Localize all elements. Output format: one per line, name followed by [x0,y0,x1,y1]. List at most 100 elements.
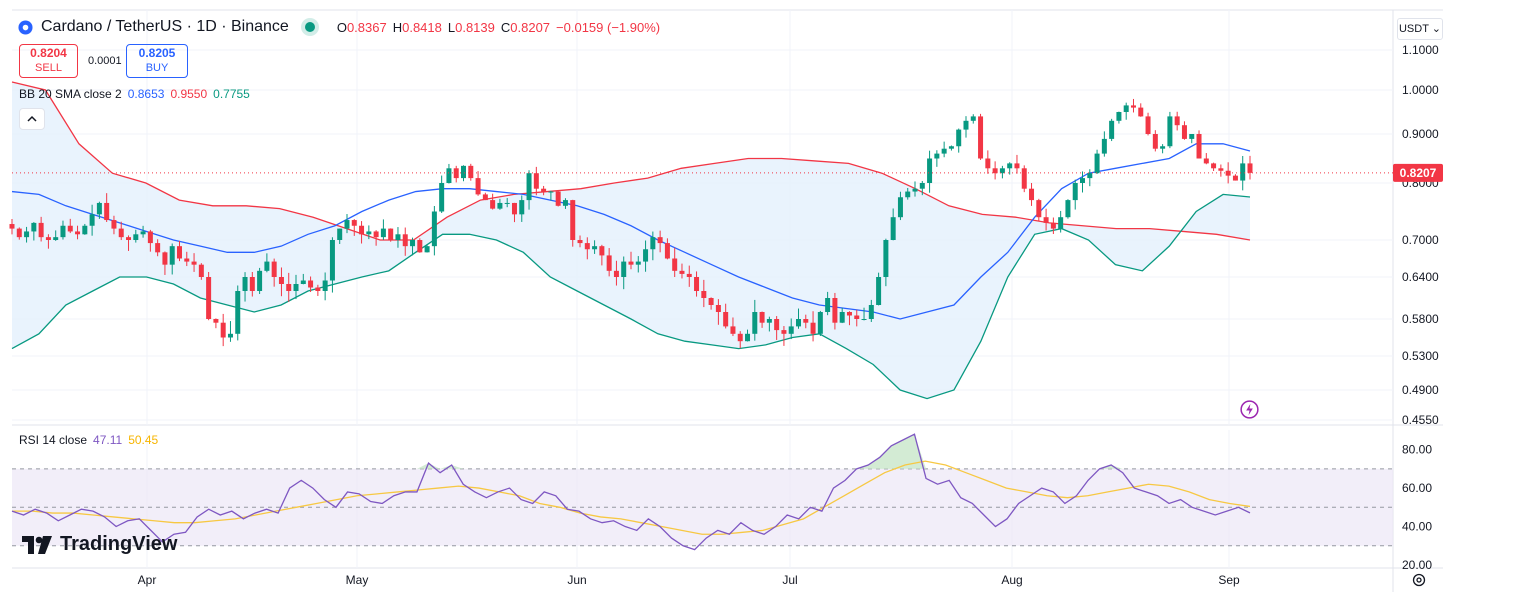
candle-body [1043,217,1049,223]
candle-body [227,333,233,338]
candle-body [759,312,765,323]
candle-body [548,191,554,193]
price-tick-label: 0.5800 [1402,312,1439,326]
buy-button[interactable]: 0.8205 BUY [126,44,188,78]
candle-body [832,298,838,323]
tradingview-logo[interactable]: TradingView [22,533,177,556]
candle-body [1072,183,1078,201]
candle-body [766,319,772,323]
bb-upper-value: 0.9550 [170,87,208,101]
candle-body [825,298,831,312]
candle-body [162,252,168,265]
price-tick-label: 1.0000 [1402,83,1439,97]
candle-body [126,237,132,240]
rsi-legend[interactable]: RSI 14 close 47.11 50.45 [19,433,158,447]
price-tick-label: 0.4550 [1402,413,1439,427]
bb-lower-value: 0.7755 [213,87,250,101]
candle-body [970,116,976,121]
candle-body [264,261,270,271]
candle-body [1160,146,1166,149]
candle-body [1109,120,1115,139]
candle-body [883,240,889,277]
candle-body [169,246,175,265]
candle-body [67,225,73,232]
candle-body [388,228,394,240]
candle-body [497,202,503,209]
candle-body [1152,134,1158,149]
high-value: 0.8418 [402,19,442,35]
rsi-overbought-fill [416,434,1123,469]
candle-body [155,243,161,253]
lightning-icon[interactable] [1240,400,1259,419]
candle-body [1130,105,1136,108]
candle-body [315,287,321,291]
market-status-icon[interactable] [304,22,315,32]
bb-basis-value: 0.8653 [127,87,165,101]
settings-gear-icon[interactable] [1411,572,1427,588]
candle-body [89,214,95,226]
candle-body [351,220,357,226]
candle-body [359,225,365,235]
candle-body [278,277,284,284]
candle-body [1189,134,1195,139]
candle-body [795,319,801,327]
candle-body [1065,200,1071,218]
bb-basis-line [11,143,1251,320]
candle-body [82,225,88,235]
chevron-down-icon: ⌄ [1431,23,1442,35]
sell-button[interactable]: 0.8204 SELL [19,44,78,78]
candle-body [948,146,954,149]
collapse-legend-button[interactable] [19,108,45,130]
candle-body [643,249,649,262]
candle-body [526,173,532,201]
candle-body [300,280,306,284]
candle-body [257,270,263,291]
candle-body [846,312,852,316]
candle-body [803,319,809,323]
candle-body [657,237,663,244]
candle-body [191,261,197,265]
candle-body [1087,173,1093,179]
rsi-tick-label: 20.00 [1402,558,1432,572]
price-tick-label: 1.1000 [1402,43,1439,57]
bb-legend[interactable]: BB 20 SMA close 2 0.8653 0.9550 0.7755 [19,87,250,101]
time-tick-label: May [346,573,369,587]
candle-body [613,270,619,277]
currency-selector[interactable]: USDT ⌄ [1397,18,1443,40]
candle-body [1021,168,1027,189]
candle-body [897,197,903,218]
symbol-title[interactable]: Cardano / TetherUS · 1D · Binance [41,18,289,35]
tradingview-logo-icon [22,535,52,554]
candle-body [781,330,787,334]
candle-body [650,237,656,250]
price-tick-label: 0.5300 [1402,349,1439,363]
bb-band-fill [12,82,1250,399]
bb-label: BB 20 SMA close 2 [19,87,122,101]
spread-value: 0.0001 [88,55,122,67]
candle-body [890,217,896,240]
candle-body [490,200,496,209]
candle-body [1058,217,1064,229]
candle-body [519,200,525,215]
candle-body [322,280,328,291]
price-tick-label: 0.7000 [1402,233,1439,247]
time-tick-label: Jun [567,573,586,587]
candle-body [599,246,605,256]
low-label: L [447,19,456,35]
candle-body [541,188,547,192]
candle-body [417,240,423,253]
candle-body [198,264,204,277]
price-tick-label: 0.6400 [1402,270,1439,284]
ohlc-values: O0.8367 H0.8418 L0.8139 C0.8207 −0.0159 … [337,20,660,35]
candle-body [1138,107,1144,117]
candle-body [1029,188,1035,201]
last-price-label: 0.8207 [1400,166,1437,180]
candle-body [96,202,102,215]
candle-body [635,261,641,265]
candle-body [293,284,299,291]
candle-body [1007,163,1013,169]
candle-body [53,237,59,240]
candle-body [431,211,437,247]
candle-body [592,246,598,250]
